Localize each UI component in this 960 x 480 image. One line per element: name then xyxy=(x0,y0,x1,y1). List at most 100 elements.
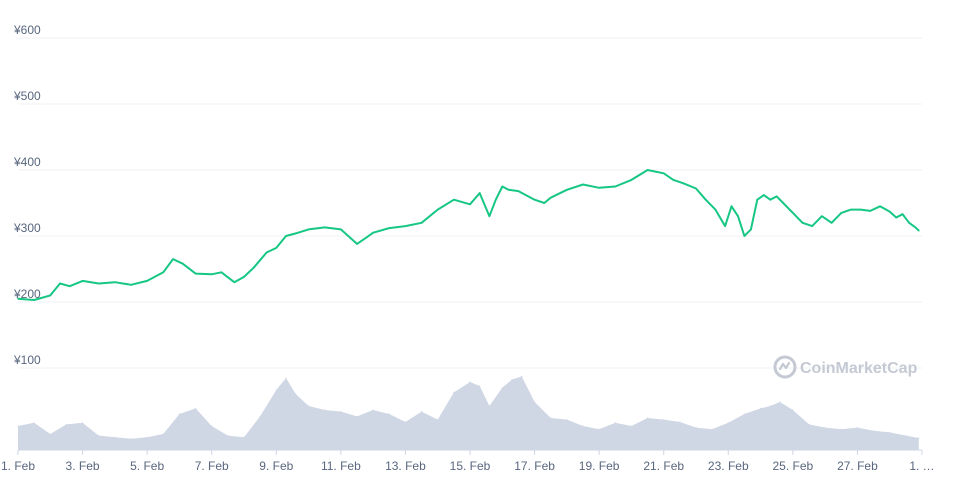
price-point xyxy=(782,202,784,204)
volume-point xyxy=(65,423,67,425)
price-line xyxy=(17,169,920,301)
volume-point xyxy=(469,381,471,383)
price-point xyxy=(869,210,872,212)
volume-point xyxy=(501,387,503,389)
volume-point xyxy=(243,436,245,438)
price-point xyxy=(908,222,910,224)
price-point xyxy=(830,222,833,224)
price-point xyxy=(146,280,148,282)
x-tick-label: 9. Feb xyxy=(259,459,293,473)
watermark: CoinMarketCap xyxy=(773,355,918,379)
y-tick-label: ¥400 xyxy=(13,155,41,169)
price-point xyxy=(533,198,536,201)
volume-point xyxy=(114,436,116,438)
price-point xyxy=(850,208,852,211)
price-point xyxy=(356,243,358,245)
y-tick-label: ¥200 xyxy=(13,287,41,301)
price-point xyxy=(194,272,197,275)
price-point xyxy=(859,208,862,211)
volume-point xyxy=(421,411,423,413)
volume-point xyxy=(259,415,261,417)
price-point xyxy=(233,281,236,284)
price-point xyxy=(404,225,407,227)
price-point xyxy=(792,212,794,214)
price-point xyxy=(495,198,497,201)
price-point xyxy=(436,208,439,211)
price-point xyxy=(672,179,675,181)
price-point xyxy=(33,299,35,301)
volume-point xyxy=(727,422,729,424)
volume-point xyxy=(663,419,665,421)
volume-point xyxy=(521,375,523,377)
price-point xyxy=(210,273,213,276)
price-point xyxy=(285,235,287,237)
price-point xyxy=(507,189,510,191)
price-point xyxy=(294,232,297,235)
volume-point xyxy=(488,405,490,407)
coinmarketcap-logo-icon xyxy=(773,355,797,379)
price-point xyxy=(582,183,584,186)
price-point xyxy=(469,203,471,206)
price-point xyxy=(114,281,116,284)
volume-point xyxy=(211,425,213,427)
price-point xyxy=(598,187,600,189)
price-point xyxy=(704,198,707,201)
x-tick-label: 7. Feb xyxy=(195,459,229,473)
price-point xyxy=(252,266,255,269)
price-point xyxy=(543,202,546,204)
volume-point xyxy=(17,425,19,427)
x-tick-label: 17. Feb xyxy=(514,459,555,473)
price-point xyxy=(172,258,174,260)
volume-point xyxy=(792,409,794,411)
price-point xyxy=(821,215,823,217)
price-point xyxy=(243,276,245,278)
volume-point xyxy=(824,427,826,429)
volume-point xyxy=(98,435,100,437)
volume-point xyxy=(779,401,781,403)
price-point xyxy=(901,213,904,215)
volume-point xyxy=(808,423,810,425)
volume-point xyxy=(743,413,746,415)
price-point xyxy=(365,236,368,239)
price-point xyxy=(811,225,813,227)
volume-point xyxy=(356,415,358,417)
volume-point xyxy=(308,405,310,407)
price-point xyxy=(517,190,520,192)
volume-point xyxy=(33,422,35,424)
price-point xyxy=(801,222,804,224)
volume-point xyxy=(550,417,552,419)
price-point xyxy=(879,205,881,208)
x-tick-label: 1. … xyxy=(909,459,934,473)
volume-point xyxy=(856,427,859,429)
volume-area xyxy=(18,376,919,450)
volume-point xyxy=(479,385,481,387)
price-point xyxy=(724,225,726,227)
volume-point xyxy=(195,407,197,409)
volume-point xyxy=(873,430,875,432)
volume-point xyxy=(453,391,455,393)
price-point xyxy=(743,235,746,237)
volume-point xyxy=(82,422,84,424)
price-point xyxy=(81,280,84,282)
price-point xyxy=(895,216,897,219)
price-point xyxy=(307,228,310,231)
price-point xyxy=(181,262,184,265)
volume-point xyxy=(324,409,326,411)
price-point xyxy=(918,229,920,232)
x-tick-label: 25. Feb xyxy=(773,459,814,473)
x-tick-label: 15. Feb xyxy=(450,459,491,473)
y-tick-label: ¥600 xyxy=(13,23,41,37)
volume-point xyxy=(918,437,920,439)
x-tick-label: 1. Feb xyxy=(1,459,35,473)
price-point xyxy=(323,226,326,229)
x-tick-label: 27. Feb xyxy=(837,459,878,473)
volume-point xyxy=(614,422,616,424)
volume-point xyxy=(905,435,907,437)
price-point xyxy=(372,231,374,234)
volume-point xyxy=(760,407,762,409)
watermark-text: CoinMarketCap xyxy=(800,360,918,377)
x-tick-label: 19. Feb xyxy=(579,459,620,473)
y-axis-ticks: ¥100 ¥200 ¥300 ¥400 ¥500 ¥600 xyxy=(13,23,41,367)
price-point xyxy=(162,271,165,274)
